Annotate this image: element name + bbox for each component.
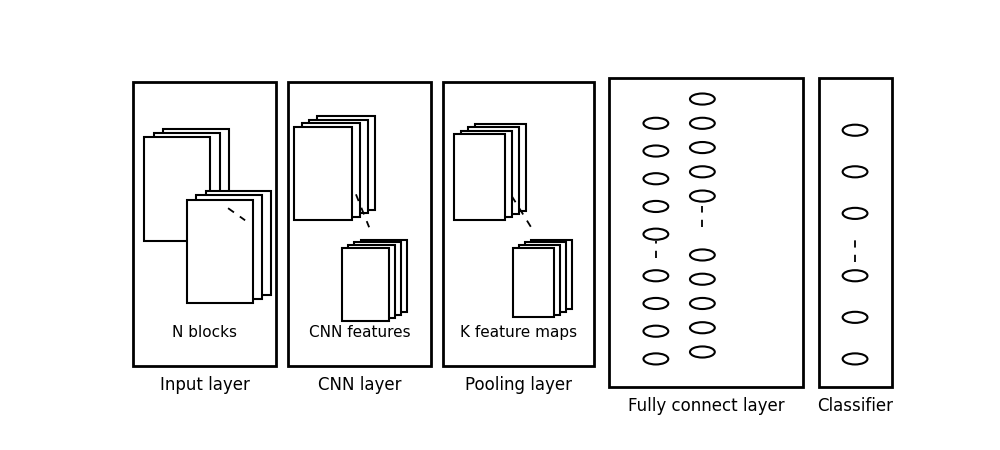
Bar <box>187 199 253 303</box>
Bar <box>288 82 431 366</box>
Bar <box>317 117 375 210</box>
Bar <box>196 195 262 299</box>
Text: Input layer: Input layer <box>160 376 249 394</box>
Circle shape <box>843 270 867 281</box>
Circle shape <box>690 298 715 309</box>
Circle shape <box>843 353 867 364</box>
Bar <box>133 82 276 366</box>
Circle shape <box>690 94 715 104</box>
Text: Pooling layer: Pooling layer <box>465 376 572 394</box>
Circle shape <box>643 298 668 309</box>
Circle shape <box>690 249 715 261</box>
Circle shape <box>690 274 715 285</box>
Bar <box>512 248 554 317</box>
Bar <box>819 78 892 387</box>
Bar <box>154 133 220 237</box>
Bar <box>361 240 407 312</box>
Bar <box>468 127 519 214</box>
Bar <box>302 123 360 217</box>
Bar <box>461 130 512 217</box>
Text: CNN features: CNN features <box>309 325 410 341</box>
Bar <box>309 120 368 213</box>
Text: Fully connect layer: Fully connect layer <box>628 397 785 415</box>
Bar <box>525 243 566 312</box>
Circle shape <box>690 190 715 202</box>
Bar <box>443 82 594 366</box>
Circle shape <box>643 173 668 184</box>
Circle shape <box>643 201 668 212</box>
Circle shape <box>843 208 867 219</box>
Circle shape <box>843 312 867 323</box>
Bar <box>342 248 388 321</box>
Circle shape <box>690 346 715 358</box>
Bar <box>294 127 352 220</box>
Circle shape <box>690 322 715 333</box>
Circle shape <box>643 229 668 240</box>
Circle shape <box>843 125 867 136</box>
Bar <box>144 137 210 241</box>
Bar <box>609 78 803 387</box>
Bar <box>163 129 229 233</box>
Bar <box>206 191 271 295</box>
Bar <box>519 245 560 315</box>
Circle shape <box>643 145 668 157</box>
Circle shape <box>643 326 668 337</box>
Circle shape <box>643 353 668 364</box>
Text: CNN layer: CNN layer <box>318 376 401 394</box>
Bar <box>348 245 395 318</box>
Circle shape <box>643 118 668 129</box>
Text: N blocks: N blocks <box>172 325 237 341</box>
Circle shape <box>643 270 668 281</box>
Circle shape <box>843 166 867 177</box>
Circle shape <box>690 166 715 177</box>
Bar <box>531 240 572 309</box>
Text: Classifier: Classifier <box>817 397 893 415</box>
Bar <box>475 124 526 211</box>
Circle shape <box>690 142 715 153</box>
Bar <box>454 134 505 220</box>
Bar <box>354 243 401 315</box>
Text: K feature maps: K feature maps <box>460 325 577 341</box>
Circle shape <box>690 118 715 129</box>
